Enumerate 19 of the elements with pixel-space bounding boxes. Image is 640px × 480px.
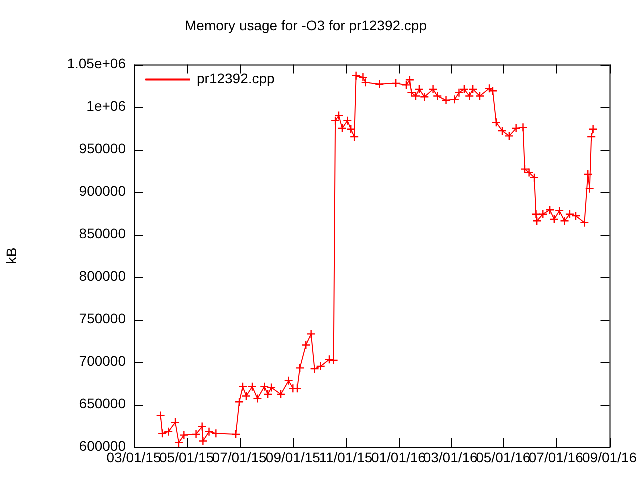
y-tick-label: 850000 [79, 226, 126, 242]
y-tick-label: 800000 [79, 268, 126, 284]
y-tick-label: 950000 [79, 140, 126, 157]
x-tick-label: 05/01/16 [476, 449, 531, 466]
y-tick-label: 1.05e+06 [67, 56, 126, 72]
x-tick-label: 11/01/15 [319, 449, 373, 466]
y-tick-label: 1e+06 [86, 98, 126, 114]
x-tick-label: 09/01/15 [266, 449, 321, 466]
x-tick-label: 07/01/16 [528, 449, 584, 466]
y-tick-label: 750000 [79, 310, 126, 327]
chart-title: Memory usage for -O3 for pr12392.cpp [184, 17, 428, 34]
x-tick-label: 09/01/16 [582, 449, 638, 466]
x-tick-label: 07/01/15 [212, 449, 267, 466]
y-tick-label: 650000 [79, 396, 126, 412]
y-axis-title: kB [3, 248, 20, 264]
legend-label: pr12392.cpp [197, 70, 276, 87]
x-tick-label: 05/01/15 [160, 449, 214, 466]
y-tick-label: 700000 [79, 353, 126, 370]
y-tick-label: 900000 [79, 183, 126, 200]
